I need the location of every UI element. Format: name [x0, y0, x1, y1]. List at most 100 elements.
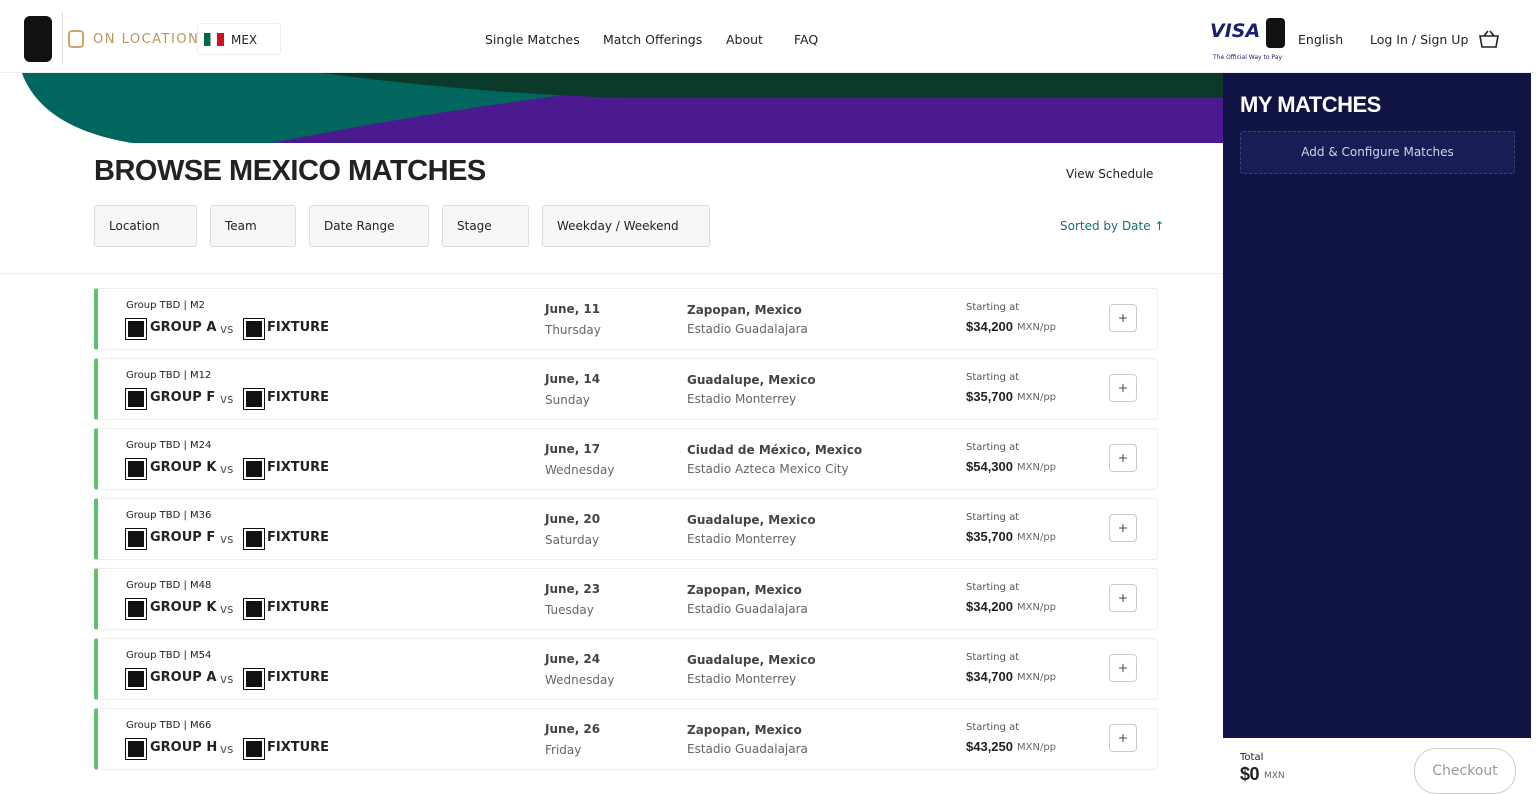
date: June, 20: [545, 512, 601, 526]
group-label: Group TBD | M36: [126, 510, 212, 521]
vs: vs: [220, 742, 234, 756]
venue: Estadio Azteca Mexico City: [687, 462, 849, 476]
date: June, 26: [545, 722, 601, 736]
group-label: Group TBD | M48: [126, 580, 212, 591]
away-team: FIXTURE: [267, 320, 330, 335]
team-icon: [243, 528, 265, 550]
starting-label: Starting at: [966, 652, 1020, 663]
price: $43,250: [966, 739, 1013, 754]
add-button[interactable]: +: [1109, 374, 1137, 402]
sort[interactable]: Sorted by Date ↑: [1060, 219, 1165, 233]
team-icon: [125, 318, 147, 340]
city: Zapopan, Mexico: [687, 723, 802, 737]
team-icon: [125, 388, 147, 410]
date: June, 17: [545, 442, 601, 456]
group-label: Group TBD | M24: [126, 440, 212, 451]
away-team: FIXTURE: [267, 670, 330, 685]
add-button[interactable]: +: [1109, 724, 1137, 752]
home-team: GROUP A: [150, 670, 217, 685]
currency: MXN: [1264, 771, 1285, 781]
team-icon: [125, 458, 147, 480]
filter[interactable]: Team: [210, 205, 296, 247]
flag: [204, 33, 224, 46]
away-team: FIXTURE: [267, 530, 330, 545]
away-team: FIXTURE: [267, 740, 330, 755]
away-team: FIXTURE: [267, 600, 330, 615]
cart[interactable]: [1478, 30, 1500, 48]
total: $0: [1240, 764, 1260, 784]
country[interactable]: MEX: [231, 33, 258, 47]
weekday: Wednesday: [545, 463, 615, 477]
team-icon: [125, 668, 147, 690]
view-schedule[interactable]: View Schedule: [1066, 167, 1154, 181]
add-matches[interactable]: Add & Configure Matches: [1240, 131, 1515, 174]
price-unit: MXN/pp: [1017, 742, 1057, 753]
starting-label: Starting at: [966, 582, 1020, 593]
brand: ON LOCATION: [93, 32, 200, 47]
weekday: Sunday: [545, 393, 590, 407]
add-button[interactable]: +: [1109, 584, 1137, 612]
nav-link[interactable]: About: [726, 32, 763, 47]
starting-label: Starting at: [966, 372, 1020, 383]
login[interactable]: Log In / Sign Up: [1370, 32, 1469, 47]
home-team: GROUP K: [150, 460, 217, 475]
filter[interactable]: Weekday / Weekend: [542, 205, 710, 247]
match-row: Group TBD | M12 GROUP F vs FIXTURE June, 14 S…: [94, 358, 1158, 420]
checkout[interactable]: Checkout: [1414, 748, 1516, 794]
team-icon: [125, 598, 147, 620]
starting-label: Starting at: [966, 512, 1020, 523]
weekday: Wednesday: [545, 673, 615, 687]
add-button[interactable]: +: [1109, 304, 1137, 332]
sidebar-title: MY MATCHES: [1240, 92, 1381, 117]
sidebar: [1223, 73, 1531, 738]
venue: Estadio Guadalajara: [687, 322, 808, 336]
match-row: Group TBD | M36 GROUP F vs FIXTURE June, 20 S…: [94, 498, 1158, 560]
add-button[interactable]: +: [1109, 514, 1137, 542]
price-unit: MXN/pp: [1017, 602, 1057, 613]
price-unit: MXN/pp: [1017, 322, 1057, 333]
country-select[interactable]: [197, 23, 281, 55]
add-button[interactable]: +: [1109, 654, 1137, 682]
price-unit: MXN/pp: [1017, 672, 1057, 683]
fifa-logo: [24, 16, 52, 62]
starting-label: Starting at: [966, 722, 1020, 733]
nav-link[interactable]: FAQ: [794, 32, 819, 47]
weekday: Saturday: [545, 533, 600, 547]
add-button[interactable]: +: [1109, 444, 1137, 472]
visa: VISA: [1210, 20, 1261, 42]
venue: Estadio Monterrey: [687, 532, 797, 546]
city: Guadalupe, Mexico: [687, 653, 816, 667]
group-label: Group TBD | M54: [126, 650, 212, 661]
city: Ciudad de México, Mexico: [687, 443, 863, 457]
vs: vs: [220, 462, 234, 476]
away-team: FIXTURE: [267, 390, 330, 405]
starting-label: Starting at: [966, 442, 1020, 453]
fifa-logo-small: [1266, 18, 1285, 48]
group-label: Group TBD | M12: [126, 370, 212, 381]
divider: [0, 273, 1223, 274]
date: June, 23: [545, 582, 601, 596]
filter[interactable]: Date Range: [309, 205, 429, 247]
filter[interactable]: Location: [94, 205, 197, 247]
away-team: FIXTURE: [267, 460, 330, 475]
weekday: Tuesday: [545, 603, 594, 617]
city: Guadalupe, Mexico: [687, 513, 816, 527]
group-label: Group TBD | M2: [126, 300, 206, 311]
starting-label: Starting at: [966, 302, 1020, 313]
vs: vs: [220, 532, 234, 546]
banner: [22, 73, 1223, 143]
nav-link[interactable]: Match Offerings: [603, 32, 703, 47]
date: June, 11: [545, 302, 601, 316]
team-icon: [243, 598, 265, 620]
weekday: Thursday: [545, 323, 601, 337]
page-title: BROWSE MEXICO MATCHES: [94, 155, 486, 187]
language[interactable]: English: [1298, 32, 1344, 47]
home-team: GROUP F: [150, 530, 216, 545]
team-icon: [243, 388, 265, 410]
nav-link[interactable]: Single Matches: [485, 32, 580, 47]
filter[interactable]: Stage: [442, 205, 529, 247]
weekday: Friday: [545, 743, 582, 757]
